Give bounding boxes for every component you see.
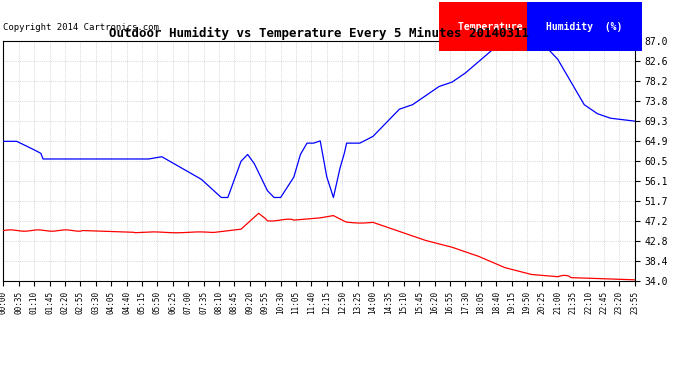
- Text: Temperature  (°F): Temperature (°F): [458, 22, 558, 32]
- Text: Humidity  (%): Humidity (%): [546, 22, 623, 32]
- Text: Copyright 2014 Cartronics.com: Copyright 2014 Cartronics.com: [3, 22, 159, 32]
- Title: Outdoor Humidity vs Temperature Every 5 Minutes 20140311: Outdoor Humidity vs Temperature Every 5 …: [109, 27, 529, 40]
